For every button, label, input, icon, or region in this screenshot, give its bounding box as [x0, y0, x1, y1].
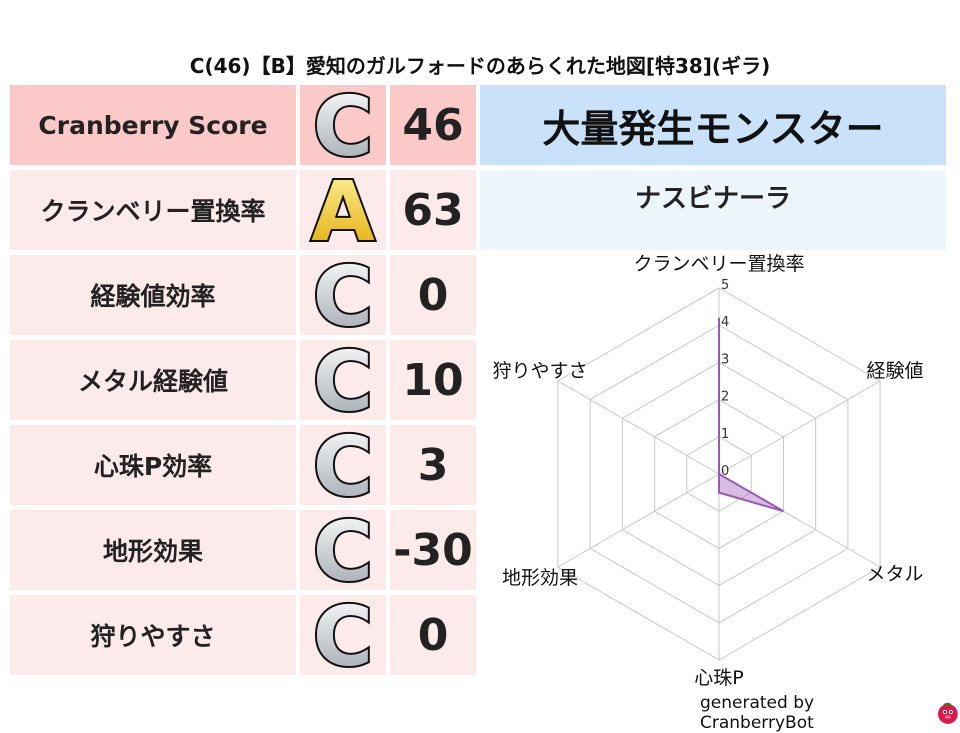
grade-c-icon: C	[311, 85, 375, 165]
radar-tick-label: 5	[721, 278, 729, 293]
grade-badge: C	[300, 340, 386, 420]
radar-tick-label: 0	[721, 464, 729, 479]
grade-badge: C	[300, 85, 386, 165]
row-value: 3	[390, 425, 476, 505]
grade-badge: C	[300, 595, 386, 675]
row-value: 63	[390, 170, 476, 250]
radar-tick-label: 4	[721, 315, 729, 330]
radar-series	[718, 317, 784, 513]
grade-letter: C	[313, 340, 373, 420]
row-label: 心珠P効率	[10, 425, 296, 505]
grade-badge: C	[300, 255, 386, 335]
grade-letter: C	[313, 595, 373, 675]
radar-axis-label: 経験値	[866, 360, 923, 382]
radar-tick-label: 3	[721, 352, 729, 367]
row-value: 10	[390, 340, 476, 420]
grade-badge: A	[300, 170, 386, 250]
row-value: -30	[390, 510, 476, 590]
radar-spoke	[718, 380, 881, 475]
grade-letter: C	[313, 425, 373, 505]
radar-grid-ring	[621, 361, 817, 587]
radar-spoke	[718, 473, 881, 568]
radar-axis-label: 心珠P	[694, 667, 743, 689]
row-value: 0	[390, 595, 476, 675]
footer-text: generated by CranberryBot	[700, 693, 815, 733]
radar-grid-ring	[557, 287, 881, 661]
radar-spoke	[557, 473, 720, 568]
grade-c-icon: C	[311, 340, 375, 420]
cranberry-mascot-icon	[938, 702, 959, 724]
row-label: Cranberry Score	[10, 85, 296, 165]
monster-header: 大量発生モンスター	[480, 85, 946, 165]
grade-c-icon: C	[311, 425, 375, 505]
monster-name: ナスビナーラ	[480, 170, 946, 250]
row-label: 地形効果	[10, 510, 296, 590]
grade-badge: C	[300, 425, 386, 505]
row-label: 経験値効率	[10, 255, 296, 335]
grade-c-icon: C	[311, 595, 375, 675]
grade-letter: C	[313, 85, 373, 165]
radar-tick-label: 2	[721, 390, 729, 405]
radar-grid-ring	[654, 399, 784, 549]
row-label: メタル経験値	[10, 340, 296, 420]
row-value: 0	[390, 255, 476, 335]
radar-axis-label: 地形効果	[502, 567, 578, 589]
radar-axis-label: クランベリー置換率	[633, 253, 804, 275]
row-value: 46	[390, 85, 476, 165]
radar-tick-label: 1	[721, 427, 729, 442]
grade-c-icon: C	[311, 255, 375, 335]
radar-grid-ring	[589, 324, 849, 624]
radar-axis-label: メタル	[866, 563, 923, 585]
row-label: クランベリー置換率	[10, 170, 296, 250]
grade-a-icon: A	[309, 170, 377, 250]
grade-letter: A	[311, 170, 375, 250]
footer: generated by CranberryBot	[700, 693, 960, 733]
row-label: 狩りやすさ	[10, 595, 296, 675]
page-title: C(46)【B】愛知のガルフォードのあらくれた地図[特38](ギラ)	[189, 54, 771, 78]
radar-spoke	[557, 380, 720, 475]
grade-badge: C	[300, 510, 386, 590]
grade-c-icon: C	[311, 510, 375, 590]
grade-letter: C	[313, 510, 373, 590]
grade-letter: C	[313, 255, 373, 335]
radar-grid-ring	[686, 436, 752, 512]
radar-axis-label: 狩りやすさ	[492, 360, 587, 382]
